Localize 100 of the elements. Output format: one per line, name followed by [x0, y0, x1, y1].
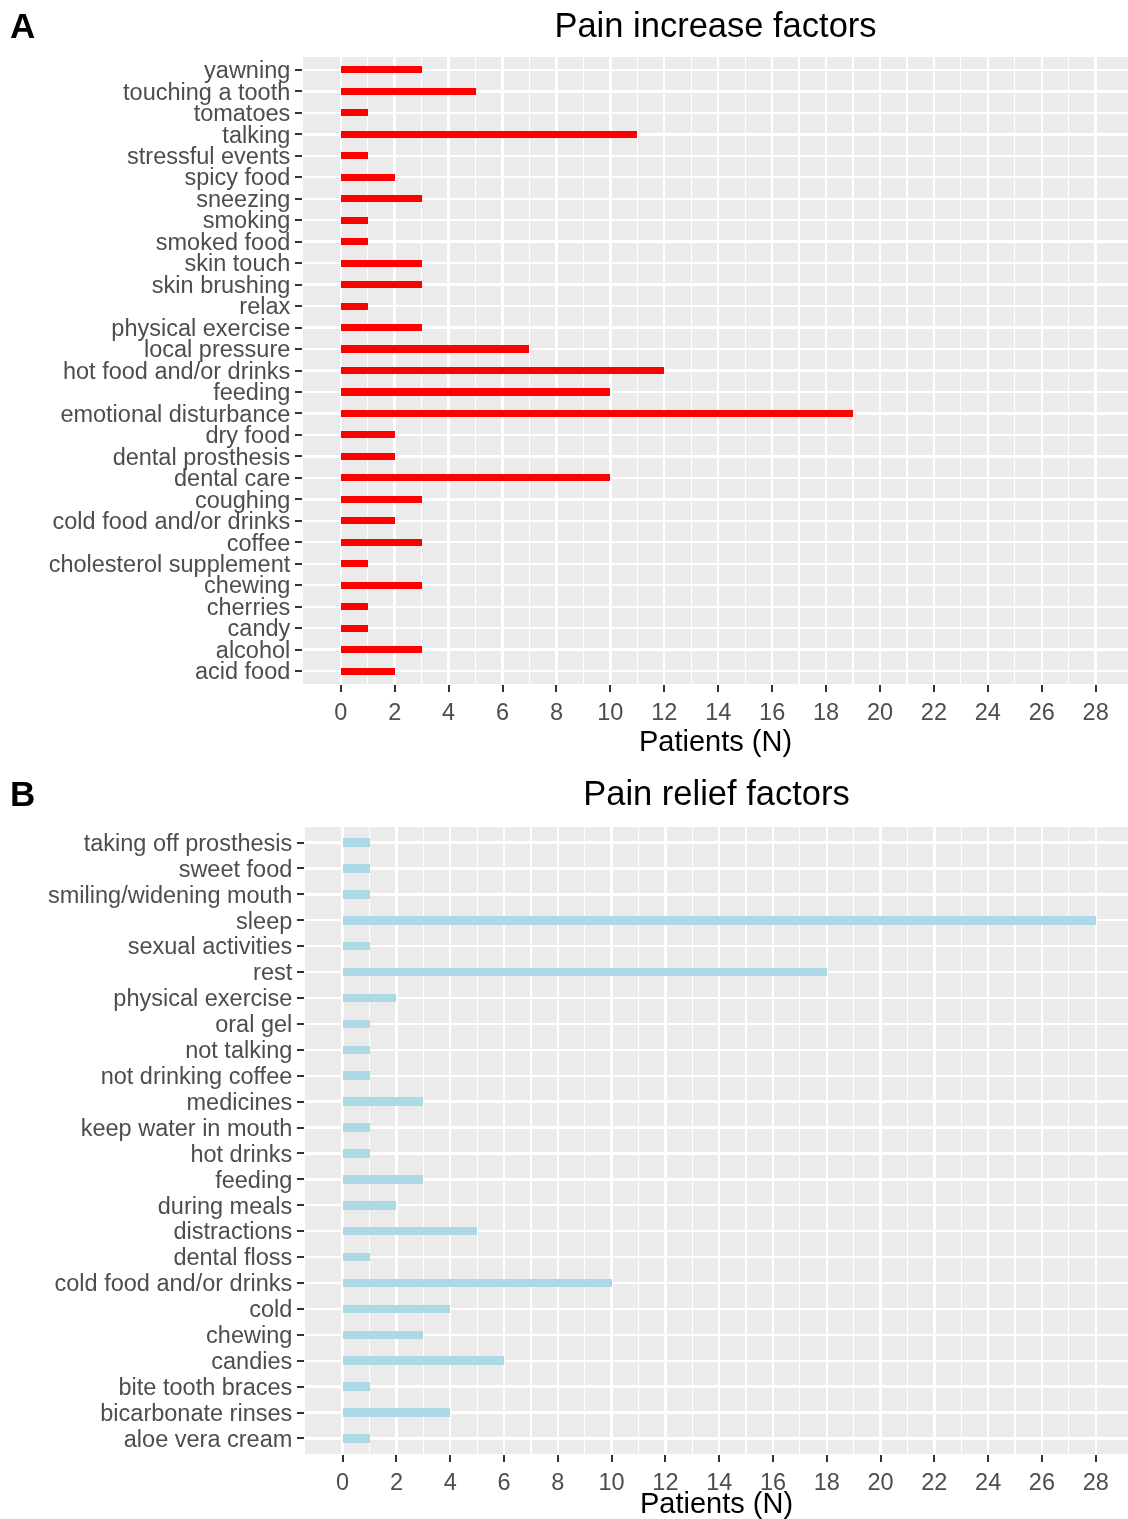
- y-tick-label: candies: [211, 1347, 293, 1374]
- bar: [342, 1175, 424, 1184]
- bar: [342, 941, 370, 951]
- bar: [342, 1019, 370, 1029]
- bar: [340, 195, 422, 203]
- x-tick-label: 4: [442, 699, 456, 726]
- bar: [342, 1071, 370, 1080]
- bar: [340, 560, 368, 568]
- bar: [340, 152, 368, 160]
- text: A: [10, 6, 36, 45]
- x-axis-title: Patients (N): [638, 725, 793, 758]
- chart-title: Pain increase factors: [554, 6, 877, 45]
- x-tick-label: 28: [1082, 699, 1109, 726]
- y-tick-label: sleep: [236, 907, 293, 934]
- x-tick-label: 0: [336, 1469, 350, 1496]
- y-tick-label: candy: [227, 615, 291, 642]
- y-tick-label: physical exercise: [111, 314, 291, 341]
- x-tick-label: 26: [1028, 699, 1055, 726]
- y-tick-label: cold food and/or drinks: [54, 1270, 293, 1297]
- y-tick-label: smiling/widening mouth: [48, 881, 293, 908]
- x-tick-label: 6: [497, 1469, 511, 1496]
- y-tick-label: feeding: [215, 1166, 293, 1193]
- x-tick-label: 12: [651, 699, 678, 726]
- bar: [342, 890, 370, 899]
- bar: [340, 87, 476, 95]
- x-tick-label: 2: [389, 1469, 403, 1496]
- bar: [340, 581, 422, 589]
- bar: [340, 66, 422, 74]
- y-tick-label: during meals: [157, 1192, 293, 1219]
- y-tick-label: not talking: [185, 1037, 293, 1064]
- x-tick-label: 26: [1028, 1469, 1055, 1496]
- x-tick-label: 16: [759, 699, 786, 726]
- bar: [342, 1408, 451, 1417]
- y-tick-label: bicarbonate rinses: [100, 1399, 293, 1426]
- bar: [340, 667, 395, 675]
- bar: [342, 967, 827, 977]
- bar: [340, 517, 395, 525]
- bar: [340, 452, 395, 460]
- x-tick-label: 22: [920, 699, 947, 726]
- bar: [340, 624, 368, 632]
- bar: [342, 916, 1096, 925]
- y-tick-label: keep water in mouth: [80, 1114, 293, 1141]
- y-tick-label: coughing: [194, 486, 291, 513]
- x-tick-label: 24: [974, 699, 1001, 726]
- bar: [340, 366, 665, 375]
- y-tick-label: hot drinks: [190, 1140, 293, 1167]
- x-tick-label: 8: [551, 1469, 565, 1496]
- y-tick-label: yawning: [204, 57, 291, 84]
- bar: [342, 1226, 478, 1236]
- text: B: [10, 774, 36, 813]
- bar: [340, 495, 422, 503]
- x-tick-label: 20: [866, 699, 894, 726]
- y-tick-label: medicines: [186, 1088, 293, 1115]
- x-tick-label: 6: [495, 699, 510, 726]
- x-tick-label: 10: [598, 1469, 625, 1496]
- x-tick-label: 20: [867, 1469, 894, 1496]
- y-tick-label: taking off prosthesis: [83, 829, 293, 856]
- bar: [342, 1434, 370, 1443]
- x-tick-label: 18: [812, 699, 840, 726]
- bar: [342, 1201, 397, 1210]
- y-tick-label: sweet food: [178, 855, 293, 882]
- y-tick-label: sexual activities: [127, 933, 293, 960]
- y-tick-label: not drinking coffee: [100, 1062, 293, 1089]
- bar: [340, 388, 611, 396]
- bar: [340, 109, 368, 117]
- bar: [340, 259, 422, 267]
- bar: [340, 324, 422, 332]
- bar: [340, 238, 368, 246]
- y-tick-label: distractions: [173, 1218, 293, 1245]
- bar: [340, 130, 638, 138]
- bar: [342, 993, 397, 1003]
- y-tick-label: cold: [249, 1296, 293, 1323]
- bar: [342, 1252, 370, 1262]
- bar: [342, 1330, 424, 1340]
- y-tick-label: feeding: [213, 379, 291, 406]
- y-tick-label: talking: [222, 121, 291, 148]
- bar: [342, 1382, 370, 1391]
- x-tick-label: 24: [975, 1469, 1002, 1496]
- bar: [342, 864, 370, 873]
- bar: [340, 345, 530, 353]
- x-tick-label: 2: [388, 699, 402, 726]
- bar: [340, 603, 368, 611]
- bar: [342, 838, 370, 847]
- y-tick-label: bite tooth braces: [118, 1373, 293, 1400]
- bar: [340, 646, 422, 654]
- x-tick-label: 0: [334, 699, 348, 726]
- x-tick-label: 18: [813, 1469, 840, 1496]
- bar: [340, 216, 368, 224]
- x-tick-label: 22: [921, 1469, 948, 1496]
- bar: [340, 474, 611, 482]
- bar: [340, 431, 395, 439]
- y-tick-label: dental floss: [173, 1244, 293, 1271]
- bar: [342, 1149, 370, 1158]
- y-tick-label: aloe vera cream: [123, 1425, 293, 1452]
- y-tick-label: rest: [253, 959, 293, 986]
- bar: [340, 409, 853, 417]
- bar: [342, 1097, 424, 1106]
- x-tick-label: 14: [705, 699, 732, 726]
- bar: [340, 302, 368, 310]
- x-tick-label: 10: [597, 699, 624, 726]
